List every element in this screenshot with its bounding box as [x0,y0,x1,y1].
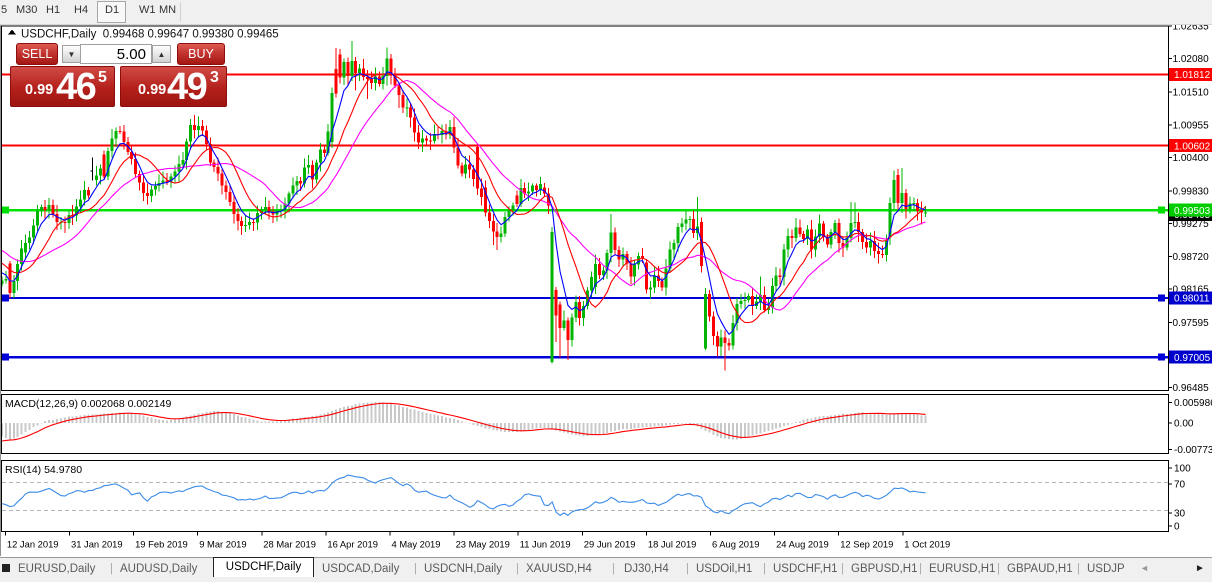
svg-text:18 Jul 2019: 18 Jul 2019 [648,539,696,550]
svg-text:RSI(14) 54.9780: RSI(14) 54.9780 [5,464,82,476]
svg-text:0.99830: 0.99830 [1173,186,1210,197]
svg-text:6 Aug 2019: 6 Aug 2019 [712,539,759,550]
svg-text:1.01510: 1.01510 [1173,88,1210,99]
svg-text:0.97595: 0.97595 [1173,318,1210,329]
svg-text:19 Feb 2019: 19 Feb 2019 [135,539,188,550]
svg-text:1.02635: 1.02635 [1173,21,1210,32]
svg-text:USDCHF,Daily 0.99468 0.99647: USDCHF,Daily 0.99468 0.99647 0.99380 0.9… [21,29,279,41]
svg-text:0.98720: 0.98720 [1173,252,1210,263]
svg-text:70: 70 [1174,480,1186,491]
svg-text:0: 0 [1174,522,1180,533]
svg-text:24 Aug 2019: 24 Aug 2019 [776,539,829,550]
svg-text:0.00: 0.00 [1174,419,1194,430]
svg-text:23 May 2019: 23 May 2019 [456,539,510,550]
svg-text:MACD(12,26,9) 0.002068 0.00214: MACD(12,26,9) 0.002068 0.002149 [5,398,172,410]
svg-text:9 Mar 2019: 9 Mar 2019 [199,539,246,550]
svg-text:1 Oct 2019: 1 Oct 2019 [904,539,950,550]
svg-text:0.98165: 0.98165 [1173,284,1210,295]
svg-text:31 Jan 2019: 31 Jan 2019 [71,539,123,550]
svg-text:12 Sep 2019: 12 Sep 2019 [840,539,893,550]
svg-text:1.00602: 1.00602 [1174,141,1211,152]
svg-text:1.00955: 1.00955 [1173,120,1210,131]
svg-text:1.00400: 1.00400 [1173,153,1210,164]
svg-text:1.01812: 1.01812 [1174,70,1211,81]
svg-text:16 Apr 2019: 16 Apr 2019 [327,539,378,550]
svg-text:11 Jun 2019: 11 Jun 2019 [520,539,571,550]
svg-text:0.005986: 0.005986 [1174,398,1212,409]
svg-text:-0.007737: -0.007737 [1174,445,1212,456]
svg-text:29 Jun 2019: 29 Jun 2019 [584,539,636,550]
svg-text:30: 30 [1174,509,1186,520]
svg-text:0.98011: 0.98011 [1174,294,1210,305]
svg-text:28 Mar 2019: 28 Mar 2019 [263,539,316,550]
svg-text:0.99275: 0.99275 [1173,219,1210,230]
svg-text:0.97005: 0.97005 [1174,353,1211,364]
svg-text:0.96485: 0.96485 [1173,383,1210,394]
svg-text:1.02080: 1.02080 [1173,54,1210,65]
svg-text:4 May 2019: 4 May 2019 [392,539,441,550]
svg-text:0.99503: 0.99503 [1174,206,1211,217]
svg-text:12 Jan 2019: 12 Jan 2019 [7,539,59,550]
svg-text:100: 100 [1174,464,1191,475]
